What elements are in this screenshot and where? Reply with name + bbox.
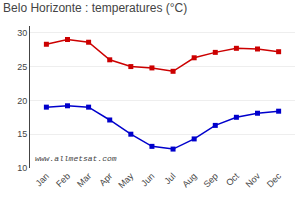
svg-text:Apr: Apr: [97, 171, 114, 188]
svg-text:May: May: [116, 171, 135, 190]
svg-text:Jun: Jun: [139, 171, 156, 188]
svg-text:Mar: Mar: [75, 171, 93, 189]
svg-text:Jan: Jan: [34, 171, 51, 188]
svg-text:Belo Horizonte : temperatures: Belo Horizonte : temperatures (°C): [3, 1, 187, 15]
svg-text:Nov: Nov: [244, 171, 263, 190]
svg-text:10: 10: [17, 163, 27, 173]
svg-text:15: 15: [17, 129, 27, 139]
svg-text:Feb: Feb: [54, 171, 72, 189]
svg-text:Sep: Sep: [201, 171, 219, 189]
svg-text:Oct: Oct: [224, 171, 241, 188]
svg-text:20: 20: [17, 96, 27, 106]
svg-text:25: 25: [17, 62, 27, 72]
svg-text:30: 30: [17, 28, 27, 38]
svg-text:Dec: Dec: [265, 171, 284, 190]
svg-text:www.allmetsat.com: www.allmetsat.com: [35, 154, 117, 163]
svg-text:Aug: Aug: [180, 171, 198, 189]
svg-text:Jul: Jul: [162, 171, 177, 186]
